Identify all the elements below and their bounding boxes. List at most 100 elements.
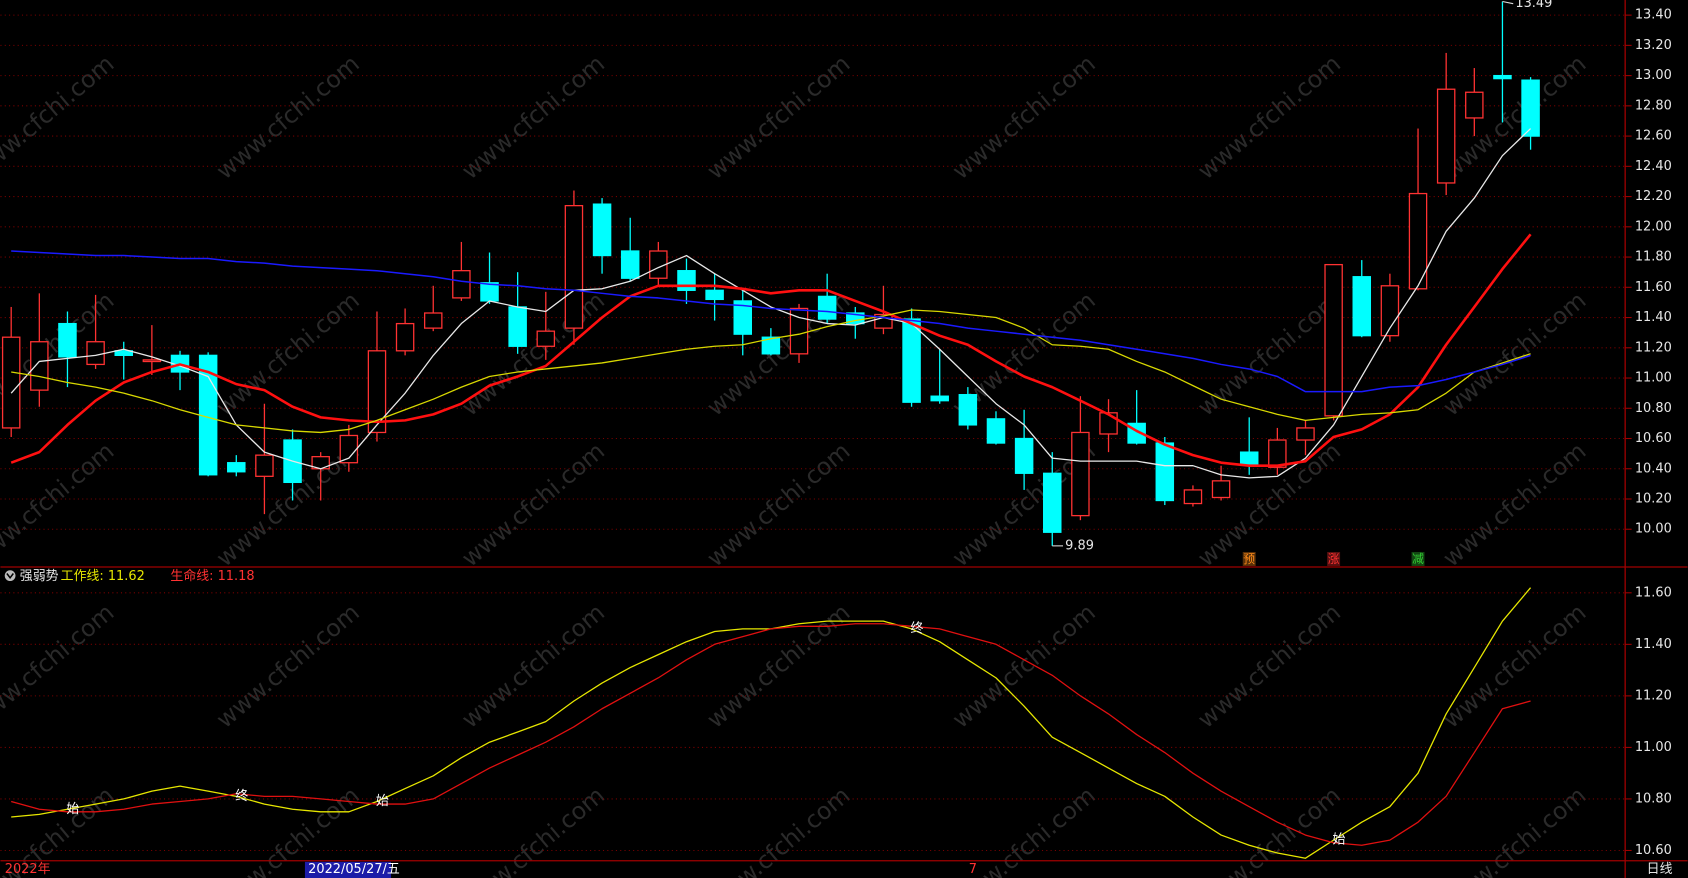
high-pointer — [1502, 0, 1514, 5]
signal-box — [1411, 551, 1425, 566]
candle-body — [564, 205, 584, 329]
candle-body — [367, 350, 387, 434]
candle-body — [1436, 88, 1456, 184]
y-tick-label: 11.40 — [1635, 637, 1672, 652]
candle-body — [620, 250, 640, 279]
cursor-date: 2022/05/27/五 — [308, 862, 400, 877]
y-tick-label: 13.00 — [1635, 68, 1672, 83]
y-tick-label: 11.40 — [1635, 310, 1672, 325]
y-tick-label: 12.40 — [1635, 159, 1672, 174]
indicator-icon[interactable] — [4, 570, 16, 582]
candle-body — [817, 295, 837, 320]
candle-body — [1296, 427, 1315, 441]
candle-body — [395, 322, 415, 352]
candle-body — [789, 307, 809, 355]
y-tick-label: 10.60 — [1635, 843, 1672, 858]
candle-body — [986, 418, 1006, 444]
candle-body — [508, 306, 527, 347]
y-tick-label: 11.60 — [1635, 280, 1672, 295]
cross-label: 始 — [376, 794, 389, 809]
y-tick-label: 10.00 — [1635, 522, 1672, 537]
candle-body — [1493, 74, 1512, 80]
y-tick-label: 10.20 — [1635, 491, 1672, 506]
y-tick-label: 11.80 — [1635, 250, 1672, 265]
candle-body — [142, 359, 162, 363]
candle-body — [846, 312, 865, 325]
candle-body — [114, 350, 133, 356]
line — [11, 623, 1531, 846]
candle-body — [902, 318, 921, 403]
marks: 13.499.89预涨减始终 始终始 — [1, 0, 1552, 859]
candle-body — [1239, 451, 1259, 465]
candle-body — [649, 250, 668, 279]
candle-body — [1071, 431, 1090, 517]
candle-body — [1380, 285, 1400, 337]
candle-body — [1043, 472, 1062, 533]
y-tick-label: 11.20 — [1635, 688, 1672, 703]
low-label: 9.89 — [1065, 538, 1094, 553]
cross-label: 始 — [1333, 833, 1346, 848]
signal-label: 涨 — [1328, 552, 1340, 566]
candle-body — [1, 336, 21, 429]
y-tick-label: 12.20 — [1635, 189, 1672, 204]
candle-body — [1352, 276, 1372, 337]
candle-body — [423, 312, 443, 329]
candle-body — [930, 395, 949, 402]
line — [10, 128, 1532, 479]
candle-body — [1268, 439, 1287, 468]
y-tick-label: 11.20 — [1635, 340, 1672, 355]
cursor-date-bg — [304, 861, 392, 878]
period[interactable]: 日线 — [1647, 862, 1673, 877]
candle-body — [339, 434, 359, 464]
candle-body — [255, 454, 274, 477]
y-tick-label: 12.00 — [1635, 219, 1672, 234]
line — [10, 233, 1532, 467]
line — [11, 250, 1531, 393]
candle-body — [1183, 489, 1203, 505]
candle-body — [705, 289, 724, 301]
cross-label: 始 — [66, 802, 79, 817]
signal-box — [1327, 551, 1341, 566]
cross-label: 终 — [235, 788, 248, 804]
candle-body — [1324, 263, 1343, 417]
y-tick-label: 10.60 — [1635, 431, 1672, 446]
cross-label: 终 — [910, 620, 923, 636]
candle-body — [592, 203, 612, 257]
y-tick-label: 10.40 — [1635, 461, 1672, 476]
candle-body — [1465, 91, 1484, 119]
candle-body — [480, 282, 499, 302]
candle-body — [30, 341, 49, 391]
y-tick-label: 12.80 — [1635, 98, 1672, 113]
high-label: 13.49 — [1515, 0, 1552, 11]
candle-body — [1521, 79, 1540, 137]
y-tick-label: 10.80 — [1635, 401, 1672, 416]
indicator-title: 强弱势 — [20, 568, 59, 584]
candle-body — [733, 300, 753, 335]
y-tick-label: 11.00 — [1635, 371, 1672, 386]
footer-year: 2022年 — [5, 862, 51, 877]
candle-body — [58, 322, 77, 358]
candle-body — [536, 330, 556, 347]
signal-label: 减 — [1412, 552, 1424, 566]
candle-body — [86, 341, 105, 366]
y-tick-label: 11.00 — [1635, 740, 1672, 755]
candle-body — [958, 394, 978, 426]
indicator-icon-arrow — [6, 573, 14, 580]
legend-life: 生命线: 11.18 — [170, 568, 254, 584]
candle-body — [761, 336, 781, 355]
y-tick-label: 11.60 — [1635, 585, 1672, 600]
candle-body — [452, 270, 471, 299]
y-tick-label: 13.20 — [1635, 38, 1672, 53]
candle-body — [1408, 192, 1428, 290]
candle-body — [1014, 437, 1034, 474]
y-tick-label: 12.60 — [1635, 129, 1672, 144]
y-tick-label: 13.40 — [1635, 8, 1672, 23]
candle-body — [1211, 480, 1231, 499]
candle-body — [1099, 412, 1118, 435]
line — [11, 309, 1531, 434]
candle-body — [227, 462, 246, 473]
y-tick-label: 10.80 — [1635, 791, 1672, 806]
candle-body — [1155, 442, 1175, 502]
